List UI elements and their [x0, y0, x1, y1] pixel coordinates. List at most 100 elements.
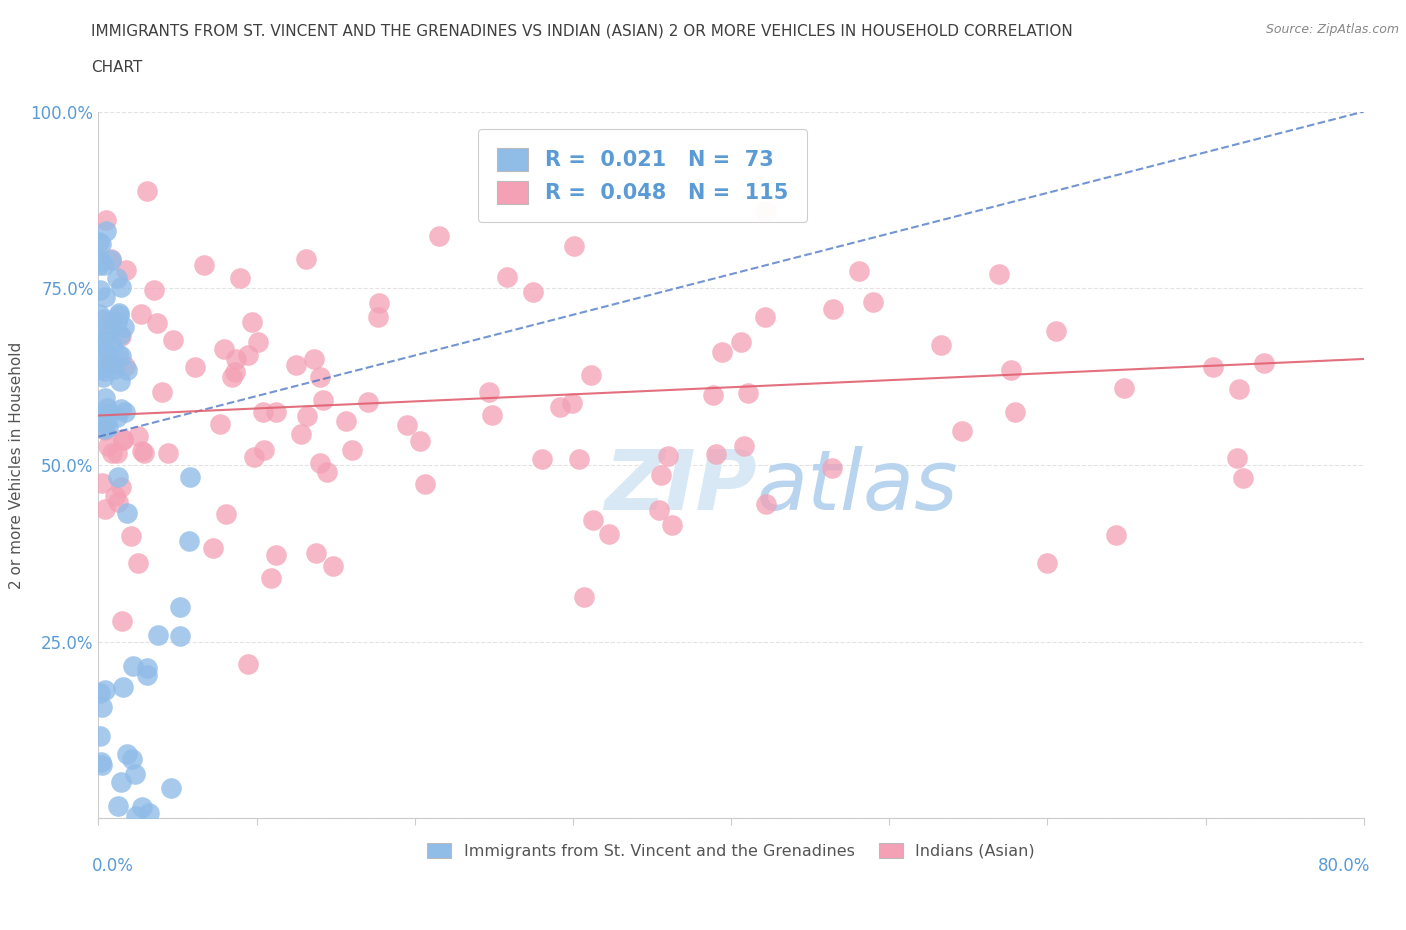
Point [1253, 356, 1275, 371]
Point [335, 413, 357, 428]
Point [988, 266, 1011, 281]
Point [122, 658, 145, 673]
Point [657, 449, 679, 464]
Point [215, 507, 238, 522]
Point [143, 283, 166, 298]
Point [367, 296, 389, 311]
Point [120, 528, 142, 543]
Point [131, 306, 153, 321]
Point [755, 204, 778, 219]
Point [89, 258, 111, 272]
Point [754, 310, 776, 325]
Point [309, 369, 332, 384]
Point [108, 373, 131, 388]
Point [202, 540, 225, 555]
Point [107, 470, 129, 485]
Point [96, 414, 118, 429]
Point [169, 600, 191, 615]
Point [89, 253, 111, 268]
Point [253, 443, 276, 458]
Point [107, 495, 129, 510]
Point [100, 252, 122, 267]
Point [114, 359, 136, 374]
Point [1202, 360, 1225, 375]
Point [367, 310, 389, 325]
Point [478, 384, 501, 399]
Point [132, 445, 155, 460]
Point [568, 451, 591, 466]
Point [312, 392, 335, 407]
Point [1227, 381, 1250, 396]
Point [121, 751, 143, 766]
Point [260, 570, 283, 585]
Point [90, 754, 112, 769]
Point [755, 497, 778, 512]
Point [495, 270, 517, 285]
Text: CHART: CHART [91, 60, 143, 75]
Point [221, 370, 243, 385]
Point [91, 338, 114, 352]
Point [225, 352, 247, 366]
Point [562, 239, 585, 254]
Point [572, 590, 595, 604]
Point [110, 279, 132, 294]
Point [97, 325, 120, 339]
Point [357, 394, 380, 409]
Point [110, 480, 132, 495]
Point [950, 423, 973, 438]
Point [110, 349, 132, 364]
Point [125, 809, 148, 824]
Point [91, 369, 114, 384]
Point [111, 679, 134, 694]
Point [97, 346, 120, 361]
Point [100, 357, 122, 372]
Point [90, 407, 112, 422]
Point [413, 477, 436, 492]
Point [105, 445, 128, 460]
Point [108, 307, 131, 322]
Point [730, 334, 752, 349]
Point [89, 306, 111, 321]
Point [737, 385, 759, 400]
Point [127, 429, 149, 444]
Point [90, 475, 112, 490]
Point [598, 526, 620, 541]
Point [582, 512, 605, 527]
Point [105, 270, 128, 285]
Point [704, 446, 727, 461]
Legend: Immigrants from St. Vincent and the Grenadines, Indians (Asian): Immigrants from St. Vincent and the Gren… [419, 835, 1043, 867]
Point [650, 467, 672, 482]
Point [89, 362, 111, 377]
Point [111, 613, 134, 628]
Point [481, 407, 503, 422]
Point [100, 252, 122, 267]
Point [146, 628, 169, 643]
Point [1000, 363, 1022, 378]
Point [297, 409, 319, 424]
Text: 0.0%: 0.0% [93, 857, 134, 875]
Point [89, 686, 111, 701]
Point [94, 391, 117, 405]
Point [110, 402, 132, 417]
Point [160, 780, 183, 795]
Point [96, 401, 118, 416]
Y-axis label: 2 or more Vehicles in Household: 2 or more Vehicles in Household [8, 341, 24, 589]
Point [101, 337, 124, 352]
Point [1036, 555, 1059, 570]
Point [115, 747, 138, 762]
Point [236, 657, 259, 671]
Point [107, 347, 129, 362]
Point [929, 338, 952, 352]
Point [295, 251, 318, 266]
Point [115, 505, 138, 520]
Point [169, 629, 191, 644]
Point [409, 433, 432, 448]
Point [108, 327, 131, 342]
Point [117, 363, 139, 378]
Point [104, 489, 127, 504]
Point [110, 775, 132, 790]
Text: Source: ZipAtlas.com: Source: ZipAtlas.com [1265, 23, 1399, 36]
Point [101, 312, 124, 327]
Point [264, 547, 287, 562]
Point [322, 558, 344, 573]
